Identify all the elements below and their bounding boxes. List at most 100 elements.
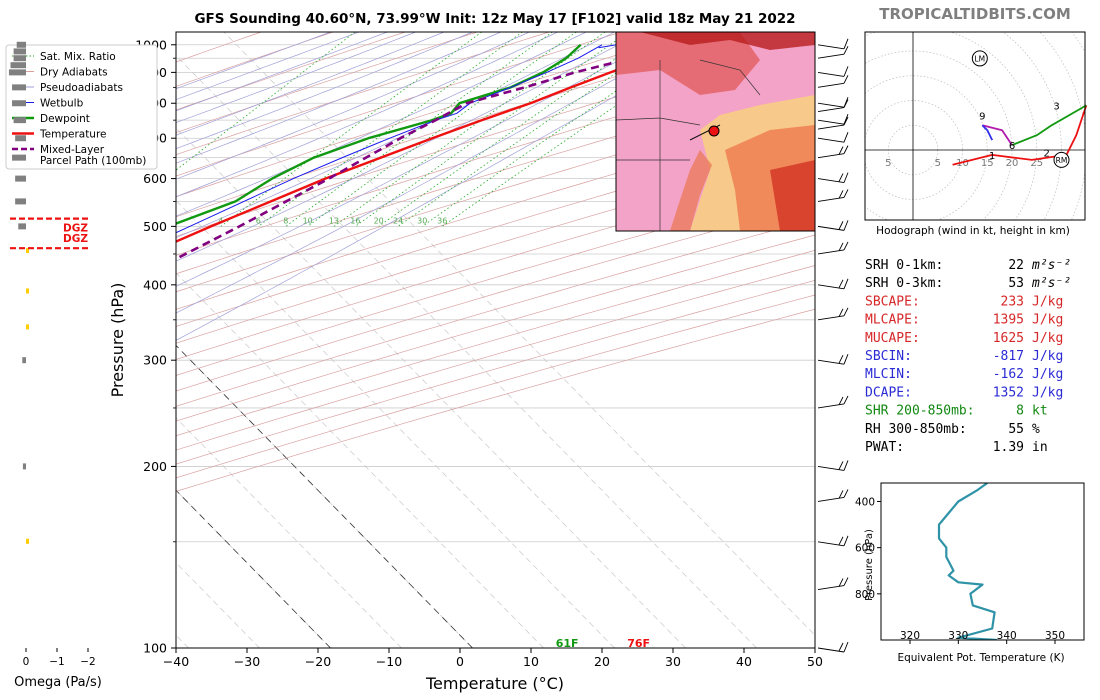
- x-tick-label: 30: [665, 654, 681, 669]
- legend-label: Dewpoint: [40, 113, 90, 125]
- barb-flag: [843, 395, 849, 405]
- hodograph-tick-label: 25: [1030, 158, 1043, 169]
- index-label: SHR 200-850mb:: [865, 404, 975, 419]
- pseudoadiabat: [176, 32, 445, 136]
- index-value: 55: [1008, 422, 1024, 437]
- theta-e-plot: [937, 483, 998, 640]
- mixing-ratio-label: 1: [101, 216, 106, 225]
- dry-adiabat: [176, 202, 815, 392]
- barb-shaft: [817, 124, 845, 130]
- x-tick-label: 40: [736, 654, 752, 669]
- wind-barb: [817, 460, 849, 471]
- barb-shaft: [817, 249, 845, 255]
- dry-adiabat: [176, 134, 815, 327]
- pseudoadiabat: [176, 32, 587, 217]
- theta-e-line: [937, 483, 998, 640]
- p-tick-label: 600: [143, 171, 167, 186]
- hodograph-height-label: 9: [979, 111, 985, 122]
- barb-flag: [843, 172, 849, 183]
- hodograph-frame: [864, 31, 1086, 221]
- dry-adiabat: [176, 250, 815, 437]
- omega-bar: [16, 41, 26, 48]
- barb-flag: [843, 46, 849, 55]
- barb-flag: [838, 242, 844, 252]
- omega-bar: [12, 84, 26, 91]
- barb-flag: [843, 189, 849, 198]
- barb-shaft: [817, 541, 845, 547]
- index-unit: in: [1032, 440, 1048, 455]
- barb-flag: [843, 66, 849, 77]
- surface-wetbulb-tick: [598, 44, 617, 49]
- dry-adiabat: [176, 115, 815, 310]
- p-tick-label: 300: [143, 353, 167, 368]
- p-tick-label: 500: [143, 219, 167, 234]
- series-temperature: [176, 43, 688, 243]
- wind-barb: [817, 307, 849, 321]
- isotherm-line: [223, 32, 815, 636]
- hodograph-height-label: 6: [1009, 141, 1015, 152]
- omega-xlabel: Omega (Pa/s): [14, 675, 102, 690]
- isotherm-line: [176, 489, 331, 648]
- legend-label: Sat. Mix. Ratio: [40, 51, 116, 63]
- index-label: RH 300-850mb:: [865, 422, 967, 437]
- pseudoadiabat: [176, 32, 331, 90]
- pseudoadiabat: [176, 32, 558, 198]
- omega-bar: [22, 357, 26, 364]
- barb-shaft: [817, 53, 845, 59]
- index-unit: J/kg: [1032, 331, 1063, 346]
- barb-shaft: [817, 647, 845, 653]
- isotherm-line: [176, 127, 686, 648]
- barb-flag: [843, 145, 849, 154]
- wind-barb: [817, 354, 849, 365]
- index-unit: %: [1032, 422, 1040, 437]
- mixing-ratio-label: 4: [218, 216, 223, 225]
- wind-barb: [817, 116, 849, 130]
- dgz-label: DGZ: [63, 223, 88, 235]
- legend-label: Mixed-Layer: [40, 144, 105, 156]
- x-tick-label: 0: [456, 654, 464, 669]
- hodograph-9-12km: [981, 124, 994, 141]
- wind-barb: [817, 577, 849, 590]
- mixing-ratio-line: [422, 32, 702, 227]
- hodograph-lines: 1 2 3 6 9 LM RM: [952, 50, 1088, 168]
- omega-bar-positive: [26, 248, 29, 254]
- series-wetbulb: [176, 44, 603, 234]
- omega-bar: [13, 48, 26, 55]
- dry-adiabat: [176, 32, 694, 198]
- legend-label: Temperature: [39, 129, 107, 141]
- hodograph-0-3km: [952, 105, 1088, 166]
- brand-label: TROPICALTIDBITS.COM: [879, 5, 1071, 23]
- p-tick-label: 200: [143, 459, 167, 474]
- dry-adiabat: [176, 169, 815, 360]
- index-unit: J/kg: [1032, 313, 1063, 328]
- wind-barb: [817, 489, 849, 502]
- x-tick-label: −10: [376, 654, 402, 669]
- hodograph-tick-label: 5: [885, 158, 891, 169]
- index-label: DCAPE:: [865, 385, 912, 400]
- barb-shaft: [817, 119, 845, 125]
- hodograph-6-9km: [982, 124, 1013, 146]
- dry-adiabat: [176, 32, 550, 156]
- index-label: PWAT:: [865, 440, 904, 455]
- mixing-ratio-line: [307, 32, 577, 227]
- skewt-ylabel: Pressure (hPa): [108, 283, 127, 398]
- barb-flag: [843, 460, 849, 471]
- wind-barb: [817, 395, 849, 409]
- pseudoadiabat: [176, 32, 615, 239]
- x-tick-label: 20: [594, 654, 610, 669]
- isotherm-line: [176, 55, 757, 648]
- index-unit: m²s⁻²: [1031, 258, 1071, 273]
- pseudoadiabat: [176, 32, 530, 180]
- barb-flag: [838, 578, 844, 587]
- mixing-ratio-line: [442, 32, 724, 227]
- legend-label: Parcel Path (100mb): [40, 155, 146, 167]
- barb-flag: [838, 490, 844, 499]
- dry-adiabat: [176, 151, 815, 344]
- theta-e-ylabel: Pressure (hPa): [864, 529, 875, 601]
- x-tick-label: −30: [234, 654, 260, 669]
- wind-barb: [817, 172, 849, 184]
- isotherm-line: [176, 417, 402, 648]
- omega-bar: [10, 62, 26, 69]
- barb-shaft: [817, 585, 845, 590]
- indices-table: SRH 0-1km: 22 m²s⁻² SRH 0-3km: 53 m²s⁻² SBCAPE…: [865, 258, 1071, 455]
